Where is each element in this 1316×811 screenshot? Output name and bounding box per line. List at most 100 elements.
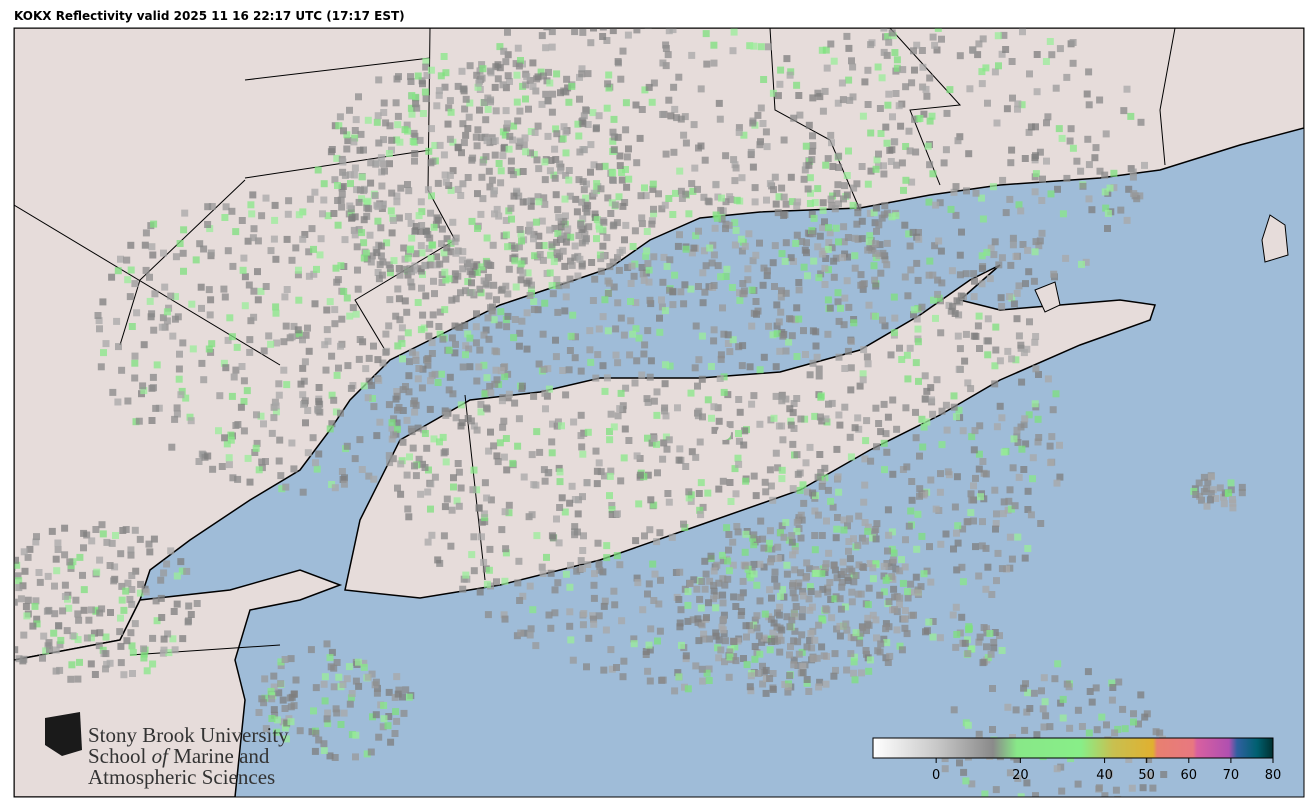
radar-pixel	[246, 348, 254, 356]
radar-pixel	[617, 477, 625, 485]
radar-pixel	[729, 336, 737, 344]
radar-pixel	[885, 598, 893, 606]
radar-pixel	[937, 247, 945, 255]
radar-pixel	[747, 148, 755, 156]
radar-pixel	[1104, 225, 1111, 232]
radar-pixel	[224, 247, 232, 255]
radar-pixel	[884, 506, 892, 514]
radar-pixel	[823, 517, 830, 525]
radar-pixel	[861, 537, 869, 545]
radar-pixel	[330, 396, 338, 404]
radar-pixel	[376, 261, 384, 269]
radar-pixel	[455, 502, 463, 510]
radar-pixel	[867, 457, 875, 465]
radar-pixel	[1052, 390, 1060, 398]
radar-pixel	[850, 653, 858, 661]
radar-pixel	[690, 244, 698, 252]
radar-pixel	[757, 43, 765, 51]
radar-pixel	[967, 385, 975, 393]
radar-pixel	[864, 360, 872, 368]
radar-pixel	[789, 589, 797, 597]
radar-pixel	[731, 241, 739, 249]
radar-pixel	[871, 219, 879, 227]
radar-pixel	[697, 479, 705, 487]
radar-pixel	[888, 213, 896, 221]
radar-pixel	[541, 389, 549, 397]
radar-pixel	[490, 442, 498, 450]
radar-pixel	[723, 524, 731, 532]
radar-pixel	[824, 155, 832, 163]
radar-pixel	[694, 382, 701, 390]
radar-pixel	[698, 578, 706, 585]
radar-pixel	[473, 269, 481, 276]
radar-pixel	[592, 374, 600, 382]
radar-pixel	[663, 445, 671, 453]
radar-pixel	[717, 273, 725, 281]
radar-pixel	[687, 389, 695, 397]
radar-pixel	[965, 150, 973, 158]
radar-pixel	[305, 347, 313, 355]
radar-pixel	[271, 201, 279, 209]
radar-pixel	[1128, 784, 1136, 792]
radar-returns	[14, 28, 1246, 797]
radar-pixel	[888, 545, 896, 553]
radar-pixel	[851, 264, 859, 272]
radar-pixel	[1007, 505, 1015, 513]
radar-pixel	[494, 458, 502, 466]
radar-pixel	[456, 323, 464, 331]
radar-pixel	[182, 394, 190, 402]
radar-pixel	[66, 558, 74, 566]
radar-pixel	[363, 750, 371, 758]
radar-pixel	[333, 154, 341, 162]
radar-pixel	[274, 716, 281, 724]
radar-pixel	[478, 173, 486, 181]
radar-pixel	[1229, 504, 1237, 512]
radar-pixel	[682, 139, 690, 147]
radar-pixel	[129, 670, 136, 677]
radar-pixel	[877, 269, 885, 277]
radar-pixel	[712, 604, 720, 612]
radar-pixel	[331, 176, 339, 184]
radar-pixel	[355, 682, 363, 690]
radar-pixel	[552, 353, 560, 361]
radar-pixel	[477, 408, 485, 416]
radar-pixel	[835, 200, 842, 208]
radar-pixel	[1014, 533, 1022, 541]
radar-pixel	[541, 158, 549, 166]
radar-pixel	[765, 322, 773, 330]
radar-pixel	[971, 277, 978, 285]
radar-pixel	[638, 264, 646, 271]
radar-pixel	[943, 109, 951, 117]
radar-pixel	[805, 161, 813, 169]
radar-pixel	[1069, 144, 1077, 152]
radar-pixel	[553, 130, 561, 138]
radar-pixel	[230, 373, 238, 381]
radar-pixel	[682, 245, 690, 253]
radar-pixel	[1052, 84, 1060, 92]
radar-pixel	[721, 581, 729, 589]
radar-pixel	[843, 277, 851, 285]
radar-pixel	[395, 214, 403, 222]
radar-pixel	[460, 85, 468, 93]
radar-pixel	[556, 468, 564, 476]
radar-pixel	[107, 609, 114, 616]
radar-pixel	[822, 680, 830, 688]
radar-pixel	[846, 433, 854, 441]
radar-pixel	[428, 339, 436, 347]
radar-pixel	[817, 393, 825, 401]
radar-pixel	[613, 664, 620, 671]
radar-pixel	[620, 454, 628, 462]
radar-pixel	[312, 684, 320, 692]
radar-pixel	[304, 449, 312, 457]
radar-pixel	[390, 257, 398, 265]
radar-pixel	[469, 154, 477, 162]
radar-pixel	[407, 219, 415, 227]
radar-pixel	[830, 257, 838, 265]
radar-pixel	[642, 648, 650, 655]
radar-pixel	[718, 215, 726, 223]
radar-pixel	[778, 329, 786, 336]
radar-pixel	[722, 437, 730, 445]
radar-pixel	[991, 238, 999, 246]
radar-pixel	[504, 312, 512, 320]
radar-pixel	[755, 632, 763, 640]
